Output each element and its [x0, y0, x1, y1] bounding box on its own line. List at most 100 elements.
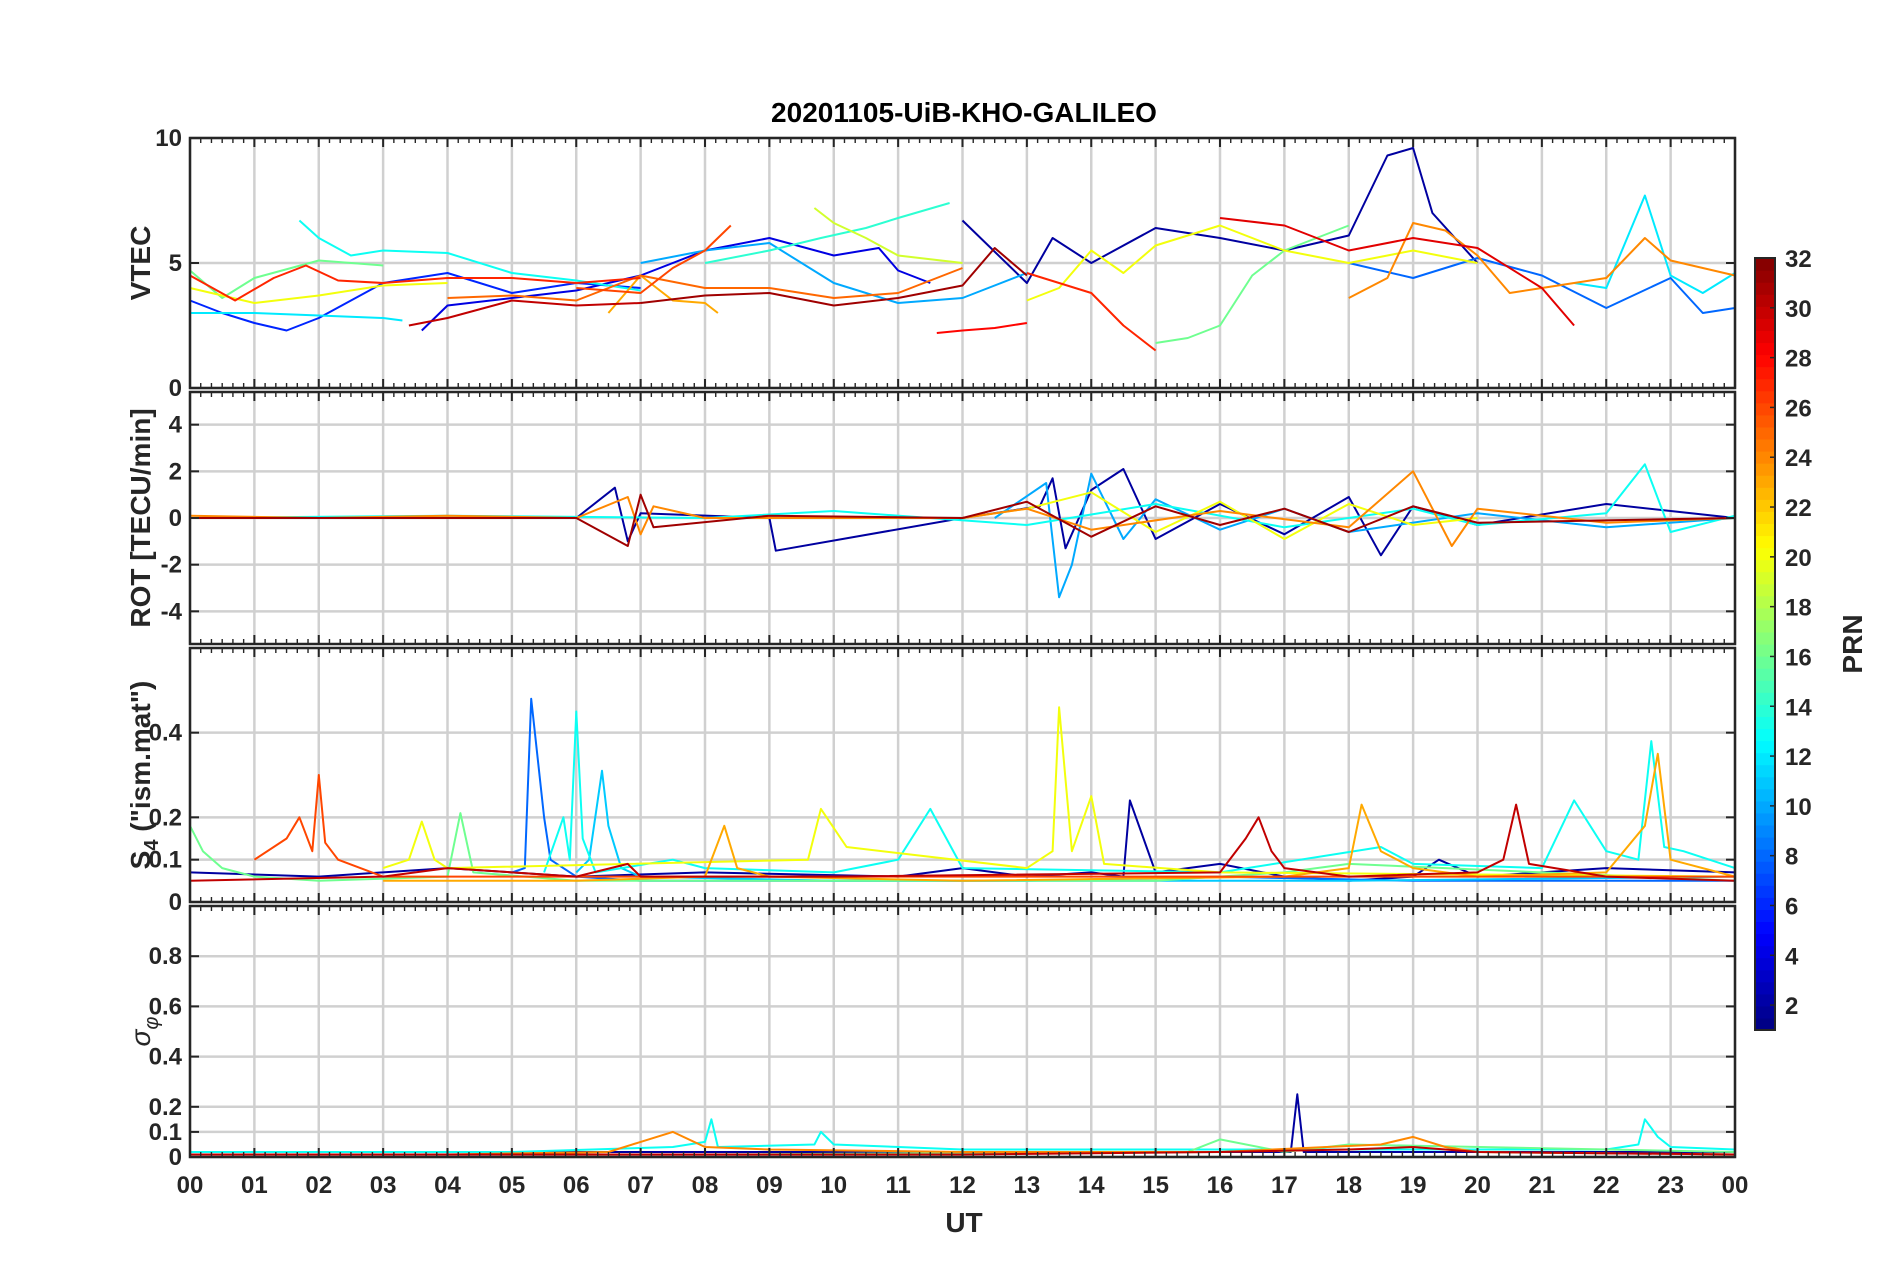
colorbar-tick-label: 4 — [1785, 943, 1799, 970]
x-tick-label: 02 — [305, 1172, 332, 1199]
colorbar-segment — [1755, 776, 1775, 790]
series-prn-20 — [382, 706, 1736, 878]
x-tick-label: 07 — [627, 1172, 654, 1199]
colorbar-segment — [1755, 1017, 1775, 1031]
colorbar-segment — [1755, 668, 1775, 681]
series-prn-8 — [1348, 257, 1736, 314]
y-tick-label: 0 — [169, 1144, 182, 1171]
colorbar-segment — [1755, 342, 1775, 356]
colorbar-segment — [1755, 993, 1775, 1007]
x-axis-label: UT — [945, 1207, 982, 1238]
colorbar-segment — [1755, 330, 1775, 344]
colorbar-segment — [1755, 282, 1775, 295]
panel-4: 00.10.2 0.4 0.6 0.8 σφ 00 01 02 03 04 05 06 07 08 09 10… — [125, 904, 1748, 1199]
x-tick-label: 16 — [1207, 1172, 1234, 1199]
colorbar-tick-label: 12 — [1785, 744, 1812, 771]
series-prn-30 — [189, 803, 1736, 882]
colorbar-segment — [1755, 933, 1775, 947]
x-tick-label: 03 — [370, 1172, 397, 1199]
colorbar-segment — [1755, 945, 1775, 959]
colorbar-segment — [1755, 378, 1775, 392]
colorbar-segment — [1755, 571, 1775, 585]
panel-3: 0 0.1 0.2 0.4S4 ("ism.mat") — [125, 646, 1737, 916]
x-tick-label: 19 — [1400, 1172, 1427, 1199]
colorbar-segment — [1755, 414, 1775, 428]
x-tick-label: 10 — [820, 1172, 847, 1199]
y-tick-label: 0.6 — [149, 993, 182, 1020]
colorbar-segment — [1755, 318, 1775, 331]
colorbar-tick-label: 16 — [1785, 644, 1812, 671]
axes-frame — [188, 136, 1737, 390]
y-tick-label: 10 — [155, 125, 182, 152]
x-tick-label: 17 — [1271, 1172, 1298, 1199]
y-tick-label: 5 — [169, 250, 182, 277]
y-tick-label: 0.4 — [149, 1044, 183, 1071]
series-prn-13 — [190, 1118, 1736, 1153]
panel-1: 0 5 10 VTEC — [125, 125, 1737, 402]
y-axis-label: S4 ("ism.mat") — [125, 681, 163, 870]
y-tick-label: -2 — [161, 552, 182, 579]
series-prn-23 — [607, 274, 719, 314]
colorbar-segment — [1755, 740, 1775, 754]
series-prn-20 — [1026, 224, 1478, 302]
colorbar-segment — [1755, 523, 1775, 537]
x-tick-label: 04 — [434, 1172, 461, 1199]
colorbar-tick-label: 24 — [1785, 445, 1812, 472]
series-prn-24 — [1348, 222, 1736, 299]
y-tick-label: 4 — [169, 412, 183, 439]
series-prn-31 — [190, 493, 1736, 547]
colorbar-segment — [1755, 607, 1775, 621]
colorbar-segment — [1755, 487, 1775, 500]
colorbar-tick-label: 18 — [1785, 595, 1812, 622]
x-tick-label: 05 — [499, 1172, 526, 1199]
y-tick-label: 2 — [169, 458, 182, 485]
y-tick-label: 0 — [169, 505, 182, 532]
colorbar-segment — [1755, 270, 1775, 283]
series-prn-27 — [189, 264, 641, 302]
colorbar-segment — [1755, 800, 1775, 814]
colorbar-segment — [1755, 595, 1775, 609]
y-tick-label: -4 — [161, 598, 183, 625]
colorbar-segment — [1755, 402, 1775, 416]
colorbar-segment — [1755, 656, 1775, 669]
y-axis-label: σφ — [125, 1017, 163, 1047]
y-axis-label: ROT [TECU/min] — [125, 408, 156, 627]
y-tick-label: 0.1 — [149, 847, 182, 874]
x-tick-label: 23 — [1657, 1172, 1684, 1199]
y-tick-label: 0 — [169, 889, 182, 916]
colorbar-segment — [1755, 354, 1775, 368]
chart-title: 20201105-UiB-KHO-GALILEO — [771, 97, 1157, 128]
colorbar-tick-label: 26 — [1785, 395, 1812, 422]
colorbar-segment — [1755, 957, 1775, 971]
x-tick-label: 15 — [1142, 1172, 1169, 1199]
colorbar-segment — [1755, 511, 1775, 524]
colorbar-segment — [1755, 812, 1775, 826]
colorbar-segment — [1755, 969, 1775, 983]
series-prn-12 — [1573, 194, 1736, 294]
colorbar-segment — [1755, 583, 1775, 597]
colorbar-segment — [1755, 535, 1775, 549]
colorbar-segment — [1755, 463, 1775, 476]
y-tick-label: 0.4 — [149, 720, 183, 747]
colorbar-segment — [1755, 475, 1775, 488]
colorbar-tick-label: 22 — [1785, 495, 1812, 522]
colorbar-segment — [1755, 885, 1775, 898]
colorbar-segment — [1755, 909, 1775, 923]
x-tick-label: 08 — [692, 1172, 719, 1199]
series-prn-29 — [1219, 217, 1575, 327]
colorbar-tick-label: 2 — [1785, 993, 1798, 1020]
colorbar-segment — [1755, 728, 1775, 742]
series-prn-2 — [961, 147, 1479, 284]
colorbar-segment — [1755, 390, 1775, 404]
colorbar-segment — [1755, 861, 1775, 874]
colorbar-segment — [1755, 294, 1775, 307]
colorbar-segment — [1755, 692, 1775, 705]
colorbar-tick-label: 30 — [1785, 296, 1812, 323]
colorbar-segment — [1755, 559, 1775, 573]
y-tick-label: 0 — [169, 375, 182, 402]
colorbar-segment — [1755, 306, 1775, 319]
colorbar-segment — [1755, 716, 1775, 730]
